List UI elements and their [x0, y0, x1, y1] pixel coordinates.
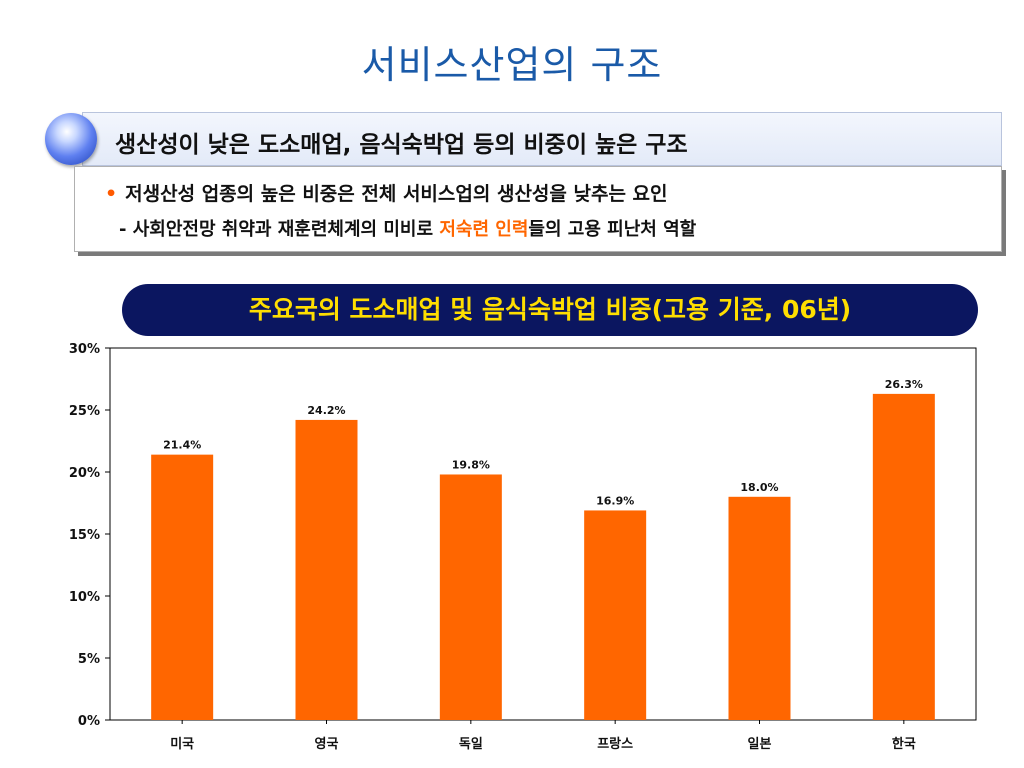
bullet-line: • 저생산성 업종의 높은 비중은 전체 서비스업의 생산성을 낮추는 요인 — [105, 179, 668, 206]
y-tick-label: 10% — [69, 590, 100, 605]
detail-box: • 저생산성 업종의 높은 비중은 전체 서비스업의 생산성을 낮추는 요인 - … — [74, 166, 1002, 252]
data-label: 16.9% — [596, 494, 634, 507]
plot-frame — [109, 347, 977, 721]
data-label: 18.0% — [740, 481, 778, 494]
y-tick-label: 20% — [69, 466, 100, 481]
data-label: 19.8% — [452, 458, 490, 471]
sub-bullet-line: - 사회안전망 취약과 재훈련체계의 미비로 저숙련 인력들의 고용 피난처 역… — [119, 215, 696, 241]
y-tick-label: 5% — [78, 652, 100, 667]
bar — [872, 393, 935, 720]
orb-bullet-icon — [45, 113, 97, 165]
data-label: 24.2% — [307, 404, 345, 417]
bar — [728, 496, 791, 720]
y-tick-label: 30% — [69, 342, 100, 357]
bullet-dot-icon: • — [105, 183, 118, 205]
bar — [439, 474, 502, 720]
chart-title: 주요국의 도소매업 및 음식숙박업 비중(고용 기준, 06년) — [122, 284, 978, 336]
data-label: 26.3% — [885, 378, 923, 391]
x-tick-label: 미국 — [170, 736, 194, 752]
y-tick-label: 25% — [69, 404, 100, 419]
x-tick-label: 프랑스 — [597, 737, 633, 752]
slide-title: 서비스산업의 구조 — [361, 43, 663, 87]
bar — [584, 510, 647, 720]
sub-bullet-suffix: 들의 고용 피난처 역할 — [528, 219, 697, 240]
y-tick-label: 0% — [78, 714, 100, 729]
sub-bullet-highlight: 저숙련 인력 — [439, 219, 529, 240]
sub-bullet-prefix: - 사회안전망 취약과 재훈련체계의 미비로 — [119, 219, 440, 240]
data-label: 21.4% — [163, 439, 201, 452]
x-tick-label: 독일 — [459, 737, 483, 752]
headline-box: 생산성이 낮은 도소매업, 음식숙박업 등의 비중이 높은 구조 — [82, 112, 1002, 166]
bullet-text: 저생산성 업종의 높은 비중은 전체 서비스업의 생산성을 낮추는 요인 — [125, 183, 668, 205]
bar — [295, 419, 358, 720]
y-tick-label: 15% — [69, 528, 100, 543]
headline-text: 생산성이 낮은 도소매업, 음식숙박업 등의 비중이 높은 구조 — [115, 132, 688, 158]
x-tick-label: 일본 — [748, 737, 772, 752]
x-tick-label: 한국 — [892, 736, 916, 752]
x-tick-label: 영국 — [315, 737, 339, 752]
bar — [151, 454, 214, 720]
